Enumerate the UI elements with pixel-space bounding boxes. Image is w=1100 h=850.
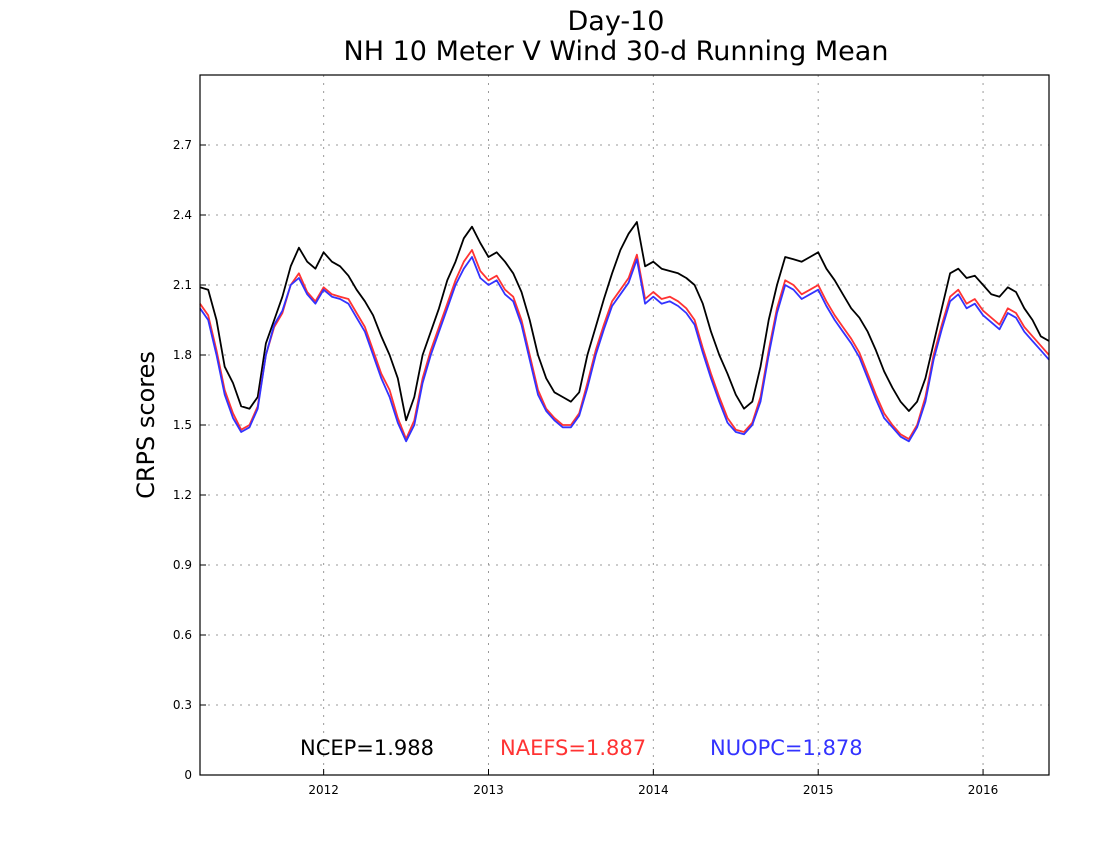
y-tick-label: 1.5 [173,418,192,432]
y-tick-label: 0.9 [173,558,192,572]
y-tick-label: 2.4 [173,208,192,222]
y-axis-label: CRPS scores [132,351,160,499]
chart-subtitle: NH 10 Meter V Wind 30-d Running Mean [344,36,889,67]
x-tick-label: 2014 [638,783,669,797]
legend-item-nuopc: NUOPC=1.878 [710,736,863,760]
x-tick-label: 2012 [308,783,339,797]
grid [200,75,1049,775]
x-tick-label: 2016 [968,783,999,797]
x-tick-label: 2013 [473,783,504,797]
x-tick-label: 2015 [803,783,834,797]
y-tick-label: 1.2 [173,488,192,502]
y-tick-label: 2.1 [173,278,192,292]
legend-item-naefs: NAEFS=1.887 [500,736,646,760]
chart-title: Day-10 [568,6,665,37]
y-tick-label: 0.6 [173,628,192,642]
series-line-ncep [199,221,1050,422]
legend: NCEP=1.988 NAEFS=1.887 NUOPC=1.878 [300,736,863,760]
y-tick-label: 1.8 [173,348,192,362]
y-tick-label: 0.3 [173,698,192,712]
y-tick-label: 2.7 [173,138,192,152]
plot-frame [199,74,1050,776]
series-line-nuopc [199,256,1050,443]
series-line-naefs [199,249,1050,440]
legend-item-ncep: NCEP=1.988 [300,736,434,760]
y-tick-label: 0 [184,768,192,782]
series-lines [199,221,1050,443]
ticks: 0 0.3 0.6 0.9 1.2 1.5 1.8 2.1 2.4 2.7 2012 2013 2014… [173,138,998,797]
